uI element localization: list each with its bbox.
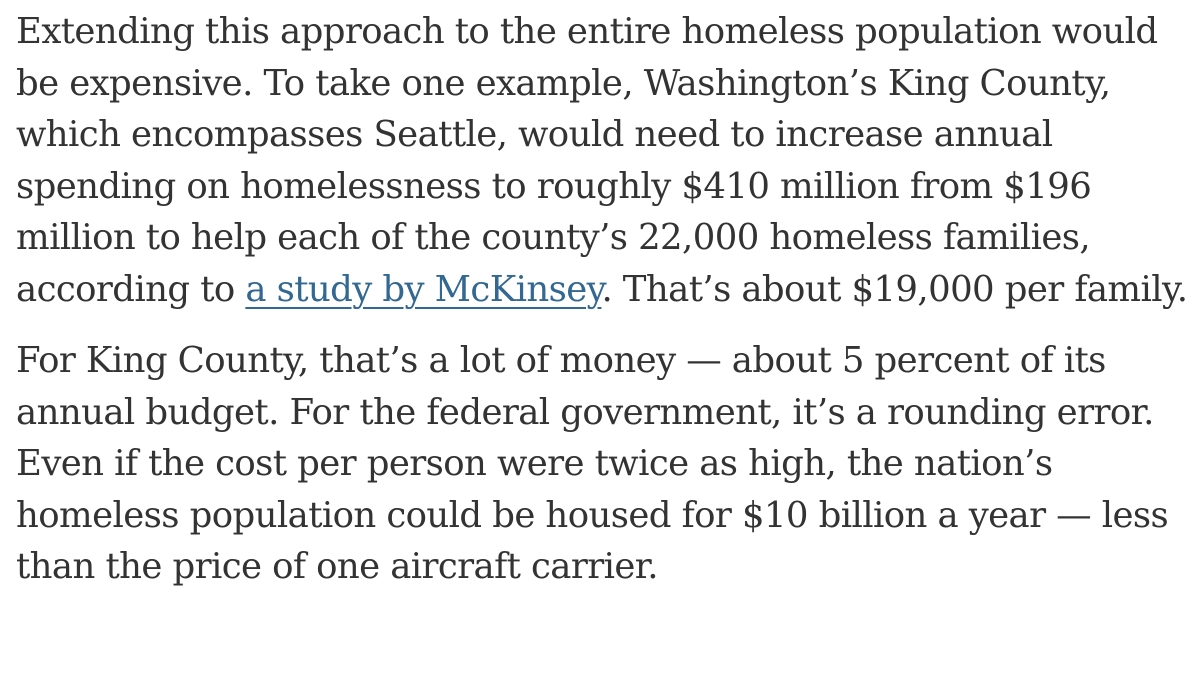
text-line: spending on homelessness to roughly $410… — [16, 165, 1092, 207]
text-line: For King County, that’s a lot of money —… — [16, 340, 1106, 381]
text-line-with-link: according to a study by McKinsey. That’s… — [16, 264, 1196, 316]
text-before-link: according to — [16, 268, 246, 310]
paragraph-1: Extending this approach to the entire ho… — [16, 6, 1196, 315]
text-line: be expensive. To take one example, Washi… — [16, 62, 1111, 104]
text-line: Extending this approach to the entire ho… — [16, 11, 1158, 52]
paragraph-2: For King County, that’s a lot of money —… — [16, 335, 1196, 593]
text-line: which encompasses Seattle, would need to… — [16, 114, 1053, 155]
mckinsey-study-link[interactable]: a study by McKinsey — [245, 268, 602, 310]
text-line: annual budget. For the federal governmen… — [16, 391, 1154, 433]
text-line: million to help each of the county’s 22,… — [16, 217, 1091, 258]
text-line: than the price of one aircraft carrier. — [16, 546, 659, 587]
text-line: Even if the cost per person were twice a… — [16, 443, 1053, 484]
article-body: Extending this approach to the entire ho… — [16, 6, 1196, 593]
text-after-link: . That’s about $19,000 per family. — [601, 268, 1188, 310]
text-line: homeless population could be housed for … — [16, 494, 1169, 536]
